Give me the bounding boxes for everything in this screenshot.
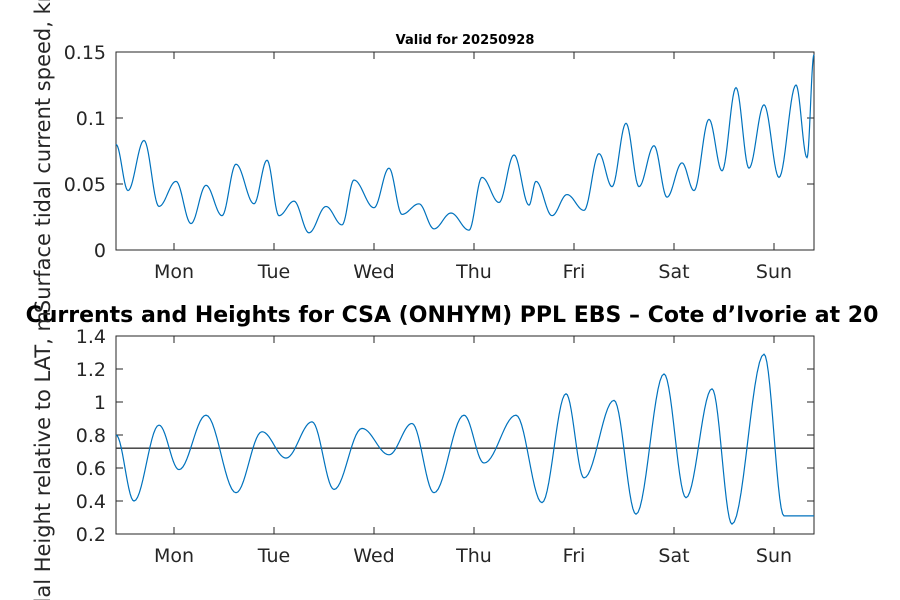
current-speed-series-line bbox=[115, 54, 815, 234]
tidal-height-x-tick-label: Wed bbox=[353, 545, 394, 567]
current-speed-x-tick-label: Mon bbox=[154, 261, 194, 283]
current-speed-y-tick-label: 0.05 bbox=[64, 174, 106, 196]
current-speed-chart-title: Valid for 20250928 bbox=[396, 33, 535, 48]
current-speed-x-tick-label: Thu bbox=[455, 261, 492, 283]
tidal-height-y-tick-label: 1.2 bbox=[76, 359, 106, 381]
tidal-height-y-tick-label: 1 bbox=[94, 392, 106, 414]
tidal-height-x-tick-label: Tue bbox=[257, 545, 290, 567]
current-speed-y-tick-label: 0 bbox=[94, 240, 106, 262]
current-speed-plot-area bbox=[115, 51, 815, 251]
current-speed-x-tick-label: Sat bbox=[658, 261, 689, 283]
tidal-height-y-axis-label: Tidal Height relative to LAT, m bbox=[31, 311, 55, 600]
current-speed-x-tick-label: Tue bbox=[257, 261, 290, 283]
current-speed-axes: Mon Tue Wed Thu Fri Sat Sun 0 0.05 0.1 0.15 Valid… bbox=[31, 0, 815, 313]
tidal-height-x-tick-label: Sat bbox=[658, 545, 689, 567]
tidal-height-y-tick-label: 0.8 bbox=[76, 425, 106, 447]
tidal-height-x-tick-label: Thu bbox=[455, 545, 492, 567]
tidal-height-y-tick-label: 0.6 bbox=[76, 458, 106, 480]
current-speed-x-tick-label: Fri bbox=[563, 261, 586, 283]
tidal-height-plot-area bbox=[115, 335, 815, 535]
current-speed-y-axis-label: Surface tidal current speed, kn bbox=[31, 0, 55, 313]
tidal-height-x-tick-label: Fri bbox=[563, 545, 586, 567]
tidal-height-axes: Mon Tue Wed Thu Fri Sat Sun 0.2 0.4 0.6 0.8 1 1.2 1.… bbox=[26, 303, 879, 600]
tidal-height-chart-title: Currents and Heights for CSA (ONHYM) PPL… bbox=[26, 303, 879, 328]
tidal-height-y-tick-label: 0.4 bbox=[76, 491, 106, 513]
current-speed-x-tick-label: Wed bbox=[353, 261, 394, 283]
current-speed-x-tick-label: Sun bbox=[756, 261, 792, 283]
tidal-height-x-tick-label: Mon bbox=[154, 545, 194, 567]
tidal-height-y-tick-label: 1.4 bbox=[76, 326, 106, 348]
tidal-height-y-tick-label: 0.2 bbox=[76, 524, 106, 546]
current-speed-y-tick-label: 0.15 bbox=[64, 42, 106, 64]
current-speed-y-tick-label: 0.1 bbox=[76, 108, 106, 130]
tidal-height-series-line bbox=[115, 353, 814, 525]
tidal-height-x-tick-label: Sun bbox=[756, 545, 792, 567]
